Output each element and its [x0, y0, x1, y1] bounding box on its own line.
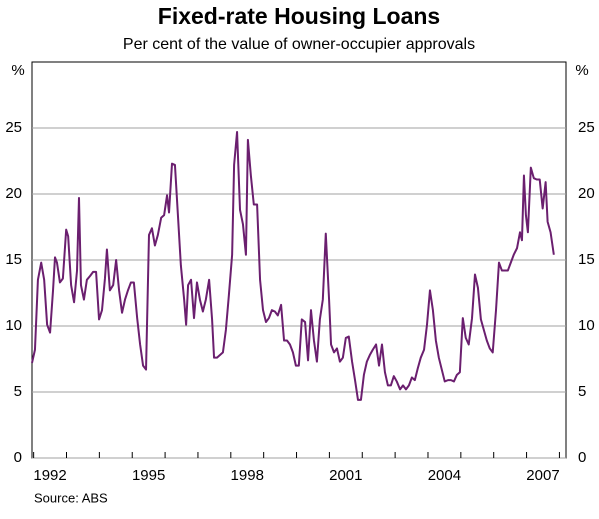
y-tick-label-right: 0	[578, 449, 586, 466]
y-tick-label-left: 10	[5, 317, 22, 334]
y-tick-label-left: 20	[5, 185, 22, 202]
source-note: Source: ABS	[34, 490, 108, 505]
y-unit-right: %	[575, 62, 588, 79]
y-tick-label-left: 0	[14, 449, 22, 466]
y-tick-label-right: 15	[578, 251, 595, 268]
x-tick-label: 1998	[231, 467, 264, 484]
y-unit-left: %	[11, 62, 24, 79]
y-tick-label-left: 15	[5, 251, 22, 268]
y-tick-label-right: 10	[578, 317, 595, 334]
x-tick-label: 1995	[132, 467, 165, 484]
y-tick-label-right: 5	[578, 383, 586, 400]
x-tick-label: 2004	[428, 467, 461, 484]
chart-subtitle: Per cent of the value of owner-occupier …	[123, 36, 475, 53]
y-tick-label-right: 25	[578, 119, 595, 136]
x-tick-label: 2007	[526, 467, 559, 484]
x-tick-label: 2001	[329, 467, 362, 484]
y-tick-label-left: 25	[5, 119, 22, 136]
x-tick-label: 1992	[33, 467, 66, 484]
chart-title: Fixed-rate Housing Loans	[158, 3, 440, 29]
y-tick-label-right: 20	[578, 185, 595, 202]
data-line	[31, 130, 555, 401]
y-tick-label-left: 5	[14, 383, 22, 400]
